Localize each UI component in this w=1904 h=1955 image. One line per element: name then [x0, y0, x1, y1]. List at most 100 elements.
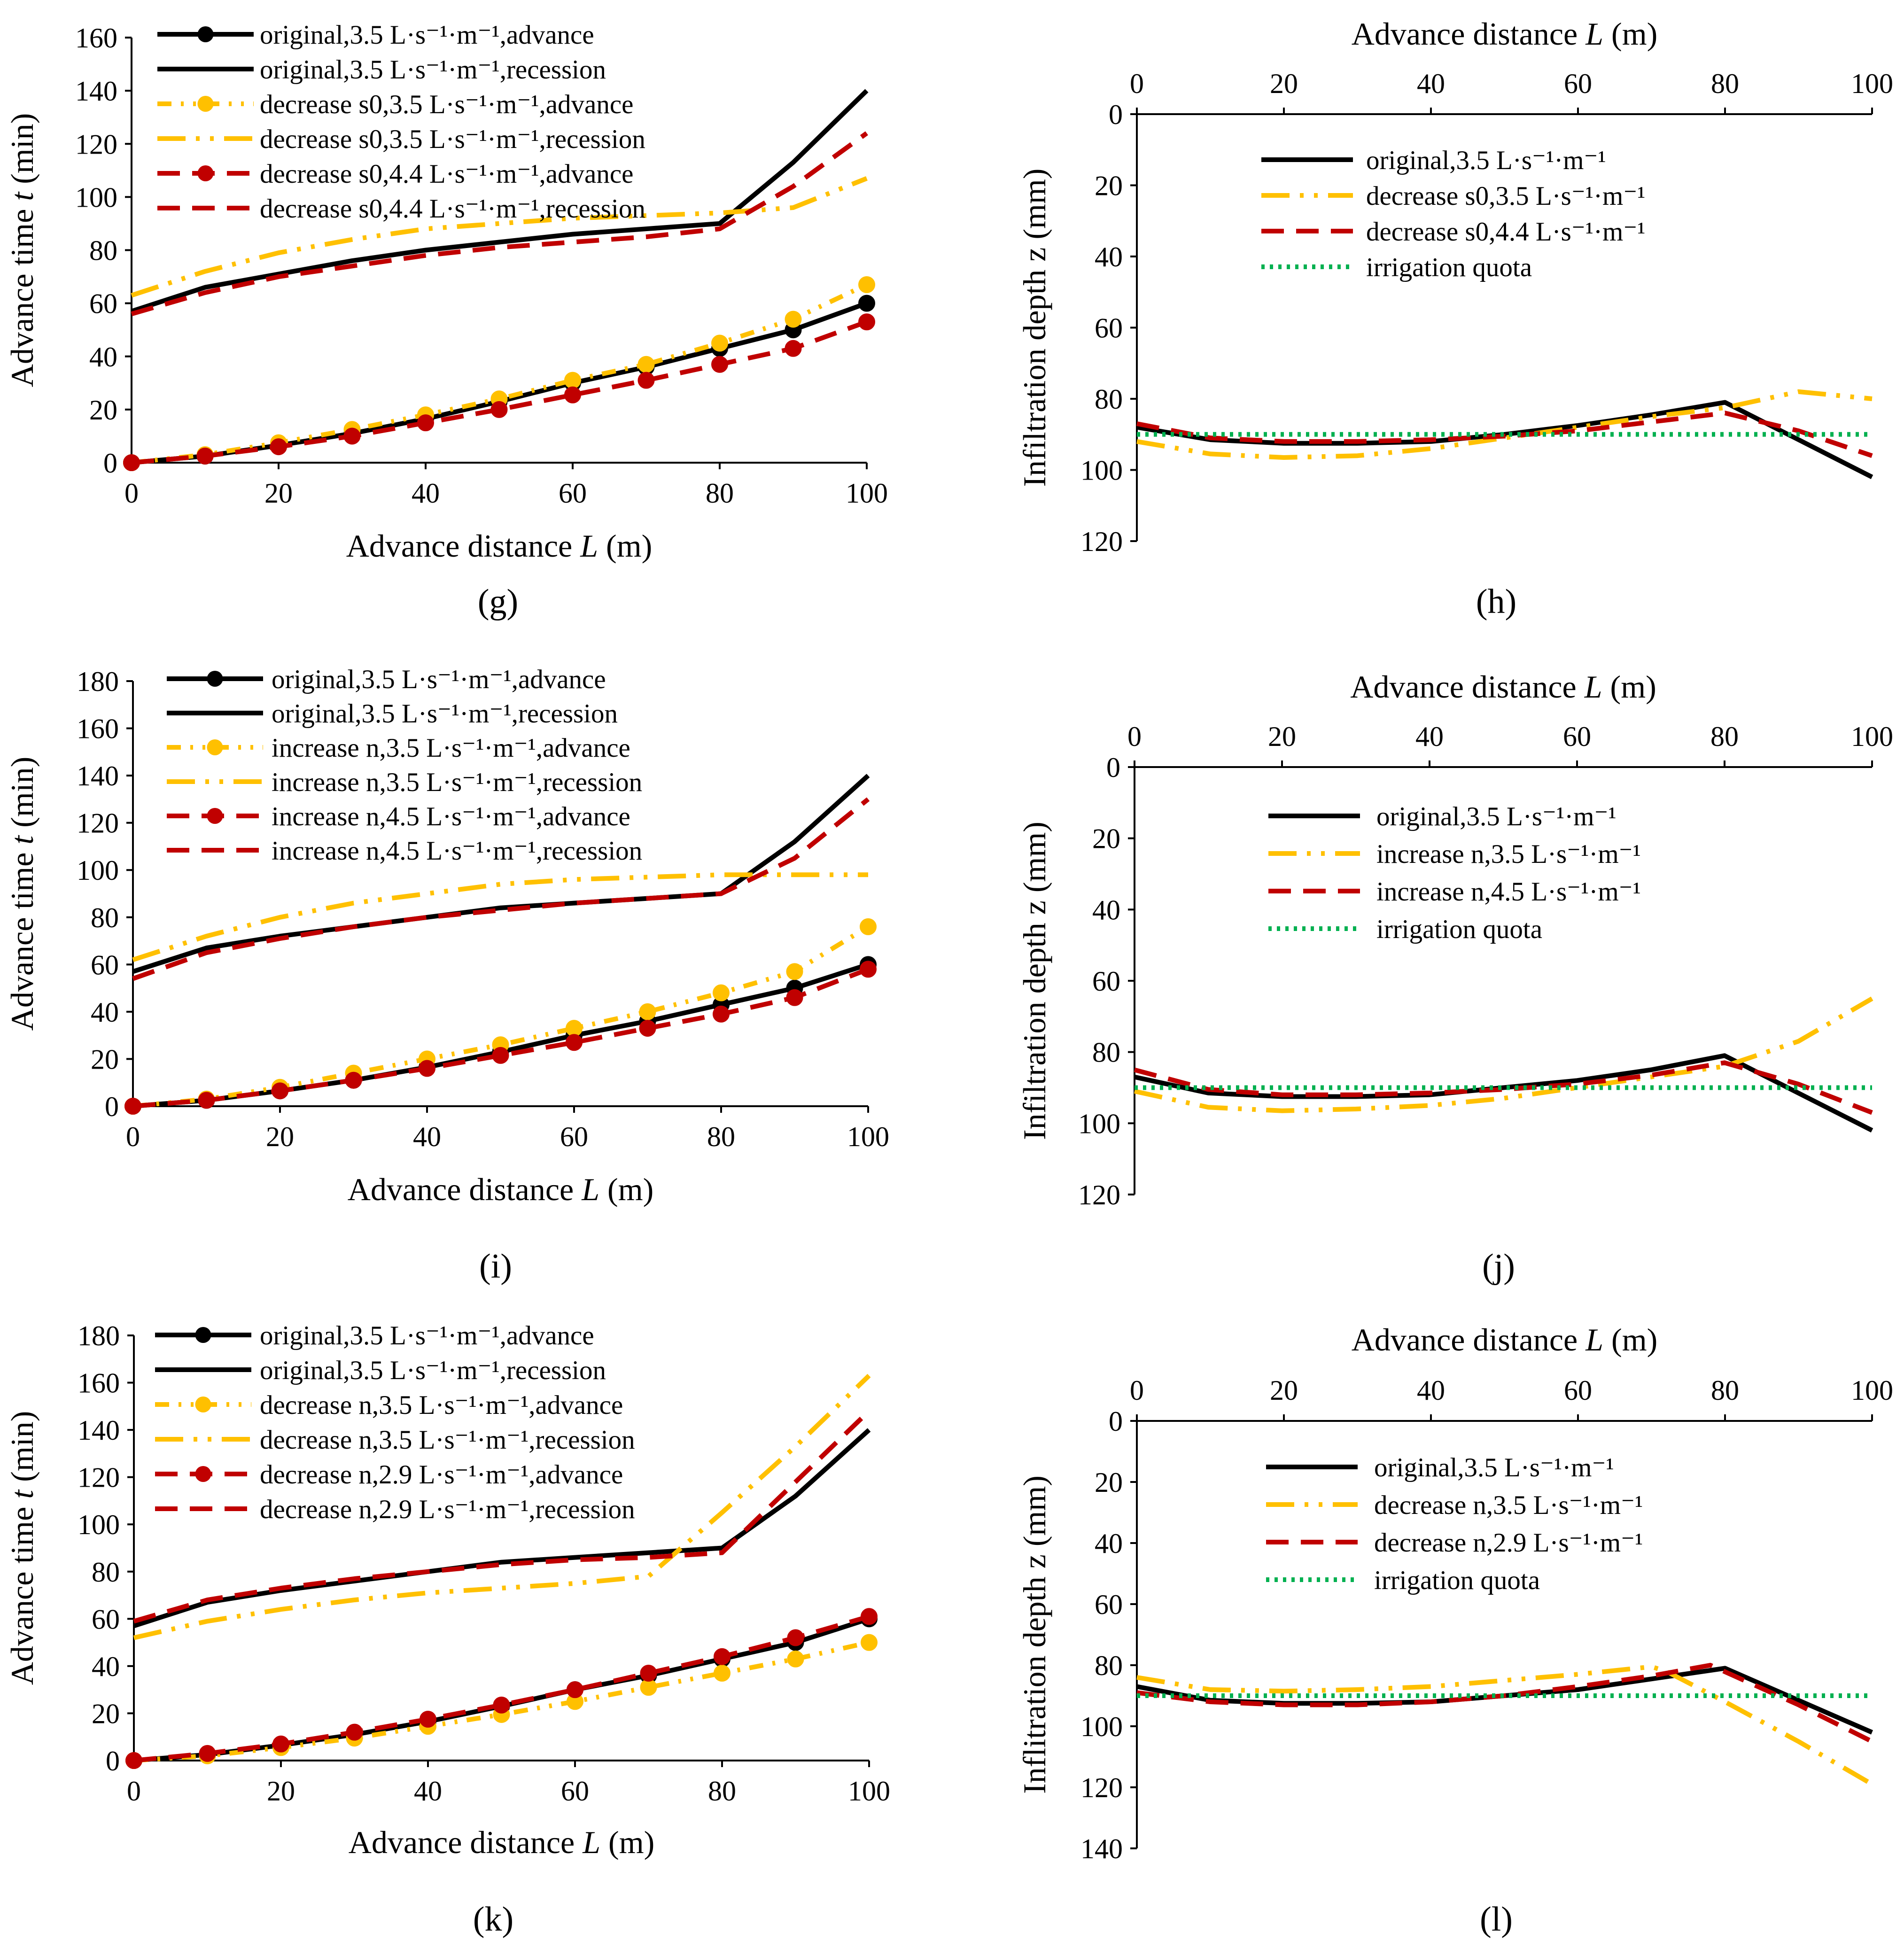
y-tick-label: 80: [1095, 384, 1123, 415]
y-tick-label: 100: [1080, 1711, 1123, 1742]
y-tick-label: 20: [92, 1698, 120, 1729]
x-tick-label: 0: [1130, 1375, 1144, 1406]
data-point-marker: [713, 984, 730, 1001]
x-tick-label: 40: [1417, 68, 1445, 99]
y-tick-label: 140: [77, 760, 119, 791]
legend-entry: decrease s0,4.4 L·s⁻¹·m⁻¹,advance: [260, 159, 633, 189]
legend-entry: irrigation quota: [1376, 915, 1542, 944]
data-point-marker: [787, 1629, 804, 1646]
data-point-marker: [861, 1608, 878, 1625]
data-point-marker: [272, 1082, 288, 1100]
legend-swatch-marker: [207, 739, 223, 755]
y-tick-label: 20: [1095, 1467, 1123, 1498]
y-tick-label: 40: [89, 341, 117, 372]
legend-swatch-marker: [195, 1327, 211, 1343]
y-tick-label: 140: [75, 76, 117, 107]
y-tick-label: 0: [1109, 99, 1123, 130]
data-point-marker: [564, 386, 581, 403]
data-point-marker: [786, 989, 803, 1006]
series-line: [132, 872, 868, 962]
data-point-marker: [785, 340, 802, 357]
legend-entry: decrease n,2.9 L·s⁻¹·m⁻¹: [1374, 1528, 1643, 1558]
data-point-marker: [640, 1679, 657, 1696]
x-tick-label: 0: [124, 478, 139, 509]
x-tick-label: 60: [1564, 1375, 1592, 1406]
data-point-marker: [714, 1664, 731, 1682]
legend-entry: irrigation quota: [1366, 253, 1532, 282]
legend-entry: original,3.5 L·s⁻¹·m⁻¹,recession: [260, 1356, 606, 1385]
x-tick-label: 20: [1268, 721, 1296, 752]
data-point-marker: [493, 1696, 510, 1714]
x-tick-label: 20: [264, 478, 293, 509]
x-tick-label: 60: [561, 1776, 589, 1807]
data-point-marker: [639, 1020, 656, 1037]
data-point-marker: [123, 454, 140, 471]
data-point-marker: [713, 1005, 730, 1023]
y-tick-label: 40: [1095, 1528, 1123, 1559]
data-point-marker: [858, 276, 875, 294]
data-point-marker: [198, 1092, 215, 1109]
legend-entry: original,3.5 L·s⁻¹·m⁻¹,recession: [272, 699, 618, 729]
x-tick-label: 40: [414, 1776, 442, 1807]
data-point-marker: [346, 1723, 363, 1741]
series-line: [133, 1428, 871, 1629]
x-tick-label: 80: [1711, 1375, 1739, 1406]
y-tick-label: 160: [77, 714, 119, 745]
series-line: [131, 89, 869, 314]
legend-entry: original,3.5 L·s⁻¹·m⁻¹,advance: [260, 20, 594, 50]
y-tick-label: 20: [91, 1044, 119, 1075]
y-tick-label: 100: [77, 855, 119, 886]
legend-entry: decrease s0,4.4 L·s⁻¹·m⁻¹: [1366, 217, 1646, 247]
y-tick-label: 80: [1095, 1650, 1123, 1681]
y-tick-label: 40: [92, 1651, 120, 1682]
data-point-marker: [199, 1745, 216, 1762]
x-axis-title: Advance distance L (m): [1352, 1322, 1657, 1358]
y-tick-label: 40: [91, 997, 119, 1028]
panel-label: (g): [478, 582, 518, 621]
data-point-marker: [637, 372, 655, 389]
x-tick-label: 0: [1127, 721, 1142, 752]
x-tick-label: 80: [1711, 68, 1739, 99]
panel-label: (i): [479, 1247, 512, 1286]
x-tick-label: 20: [267, 1776, 295, 1807]
legend-swatch-marker: [207, 808, 223, 824]
x-tick-label: 0: [126, 1121, 140, 1152]
chart-panel-j: 0 20 40 60 80 100 0 20 40 60 80 100 120 Advance dista…: [1017, 669, 1893, 1286]
y-tick-label: 120: [1080, 1772, 1123, 1803]
data-point-marker: [714, 1648, 731, 1665]
panel-label: (l): [1480, 1900, 1513, 1939]
series-line: [1134, 1053, 1873, 1133]
y-axis-title: Advance time t (min): [4, 1411, 40, 1685]
y-tick-label: 140: [78, 1415, 120, 1446]
x-tick-label: 60: [1564, 68, 1592, 99]
x-tick-label: 100: [846, 478, 888, 509]
series-line: [1136, 411, 1873, 458]
y-tick-label: 80: [92, 1557, 120, 1588]
series-line: [131, 282, 868, 465]
y-axis-title: Infiltration depth z (mm): [1017, 822, 1052, 1140]
y-tick-label: 100: [1080, 455, 1123, 486]
series-line: [131, 131, 868, 317]
x-tick-label: 100: [1851, 721, 1893, 752]
series-line: [133, 1409, 871, 1624]
legend-entry: decrease n,2.9 L·s⁻¹·m⁻¹,recession: [260, 1495, 635, 1524]
y-tick-label: 120: [1080, 526, 1123, 557]
legend-entry: decrease s0,3.5 L·s⁻¹·m⁻¹,recession: [260, 124, 645, 154]
panel-label: (h): [1476, 582, 1516, 621]
panel-label: (j): [1482, 1247, 1515, 1286]
data-point-marker: [637, 356, 655, 373]
data-point-marker: [861, 1634, 878, 1651]
legend-entry: decrease s0,3.5 L·s⁻¹·m⁻¹,advance: [260, 90, 633, 119]
y-tick-label: 0: [1109, 1406, 1123, 1437]
legend-swatch-marker: [195, 1396, 211, 1412]
chart-panel-h: 0 20 40 60 80 100 0 20 40 60 80 100 120 Advance dista…: [1017, 16, 1893, 621]
x-tick-label: 100: [848, 1776, 890, 1807]
legend-entry: increase n,4.5 L·s⁻¹·m⁻¹,advance: [272, 802, 630, 831]
data-point-marker: [860, 918, 877, 935]
legend-entry: decrease n,3.5 L·s⁻¹·m⁻¹: [1374, 1490, 1643, 1520]
y-axis-title: Infiltration depth z (mm): [1017, 169, 1052, 487]
chart-panel-l: 0 20 40 60 80 100 0 20 40 60 80 100 120 140 Advance di…: [1017, 1322, 1893, 1939]
y-tick-label: 20: [1095, 171, 1123, 202]
data-point-marker: [492, 1047, 509, 1064]
y-tick-label: 140: [1080, 1833, 1123, 1864]
